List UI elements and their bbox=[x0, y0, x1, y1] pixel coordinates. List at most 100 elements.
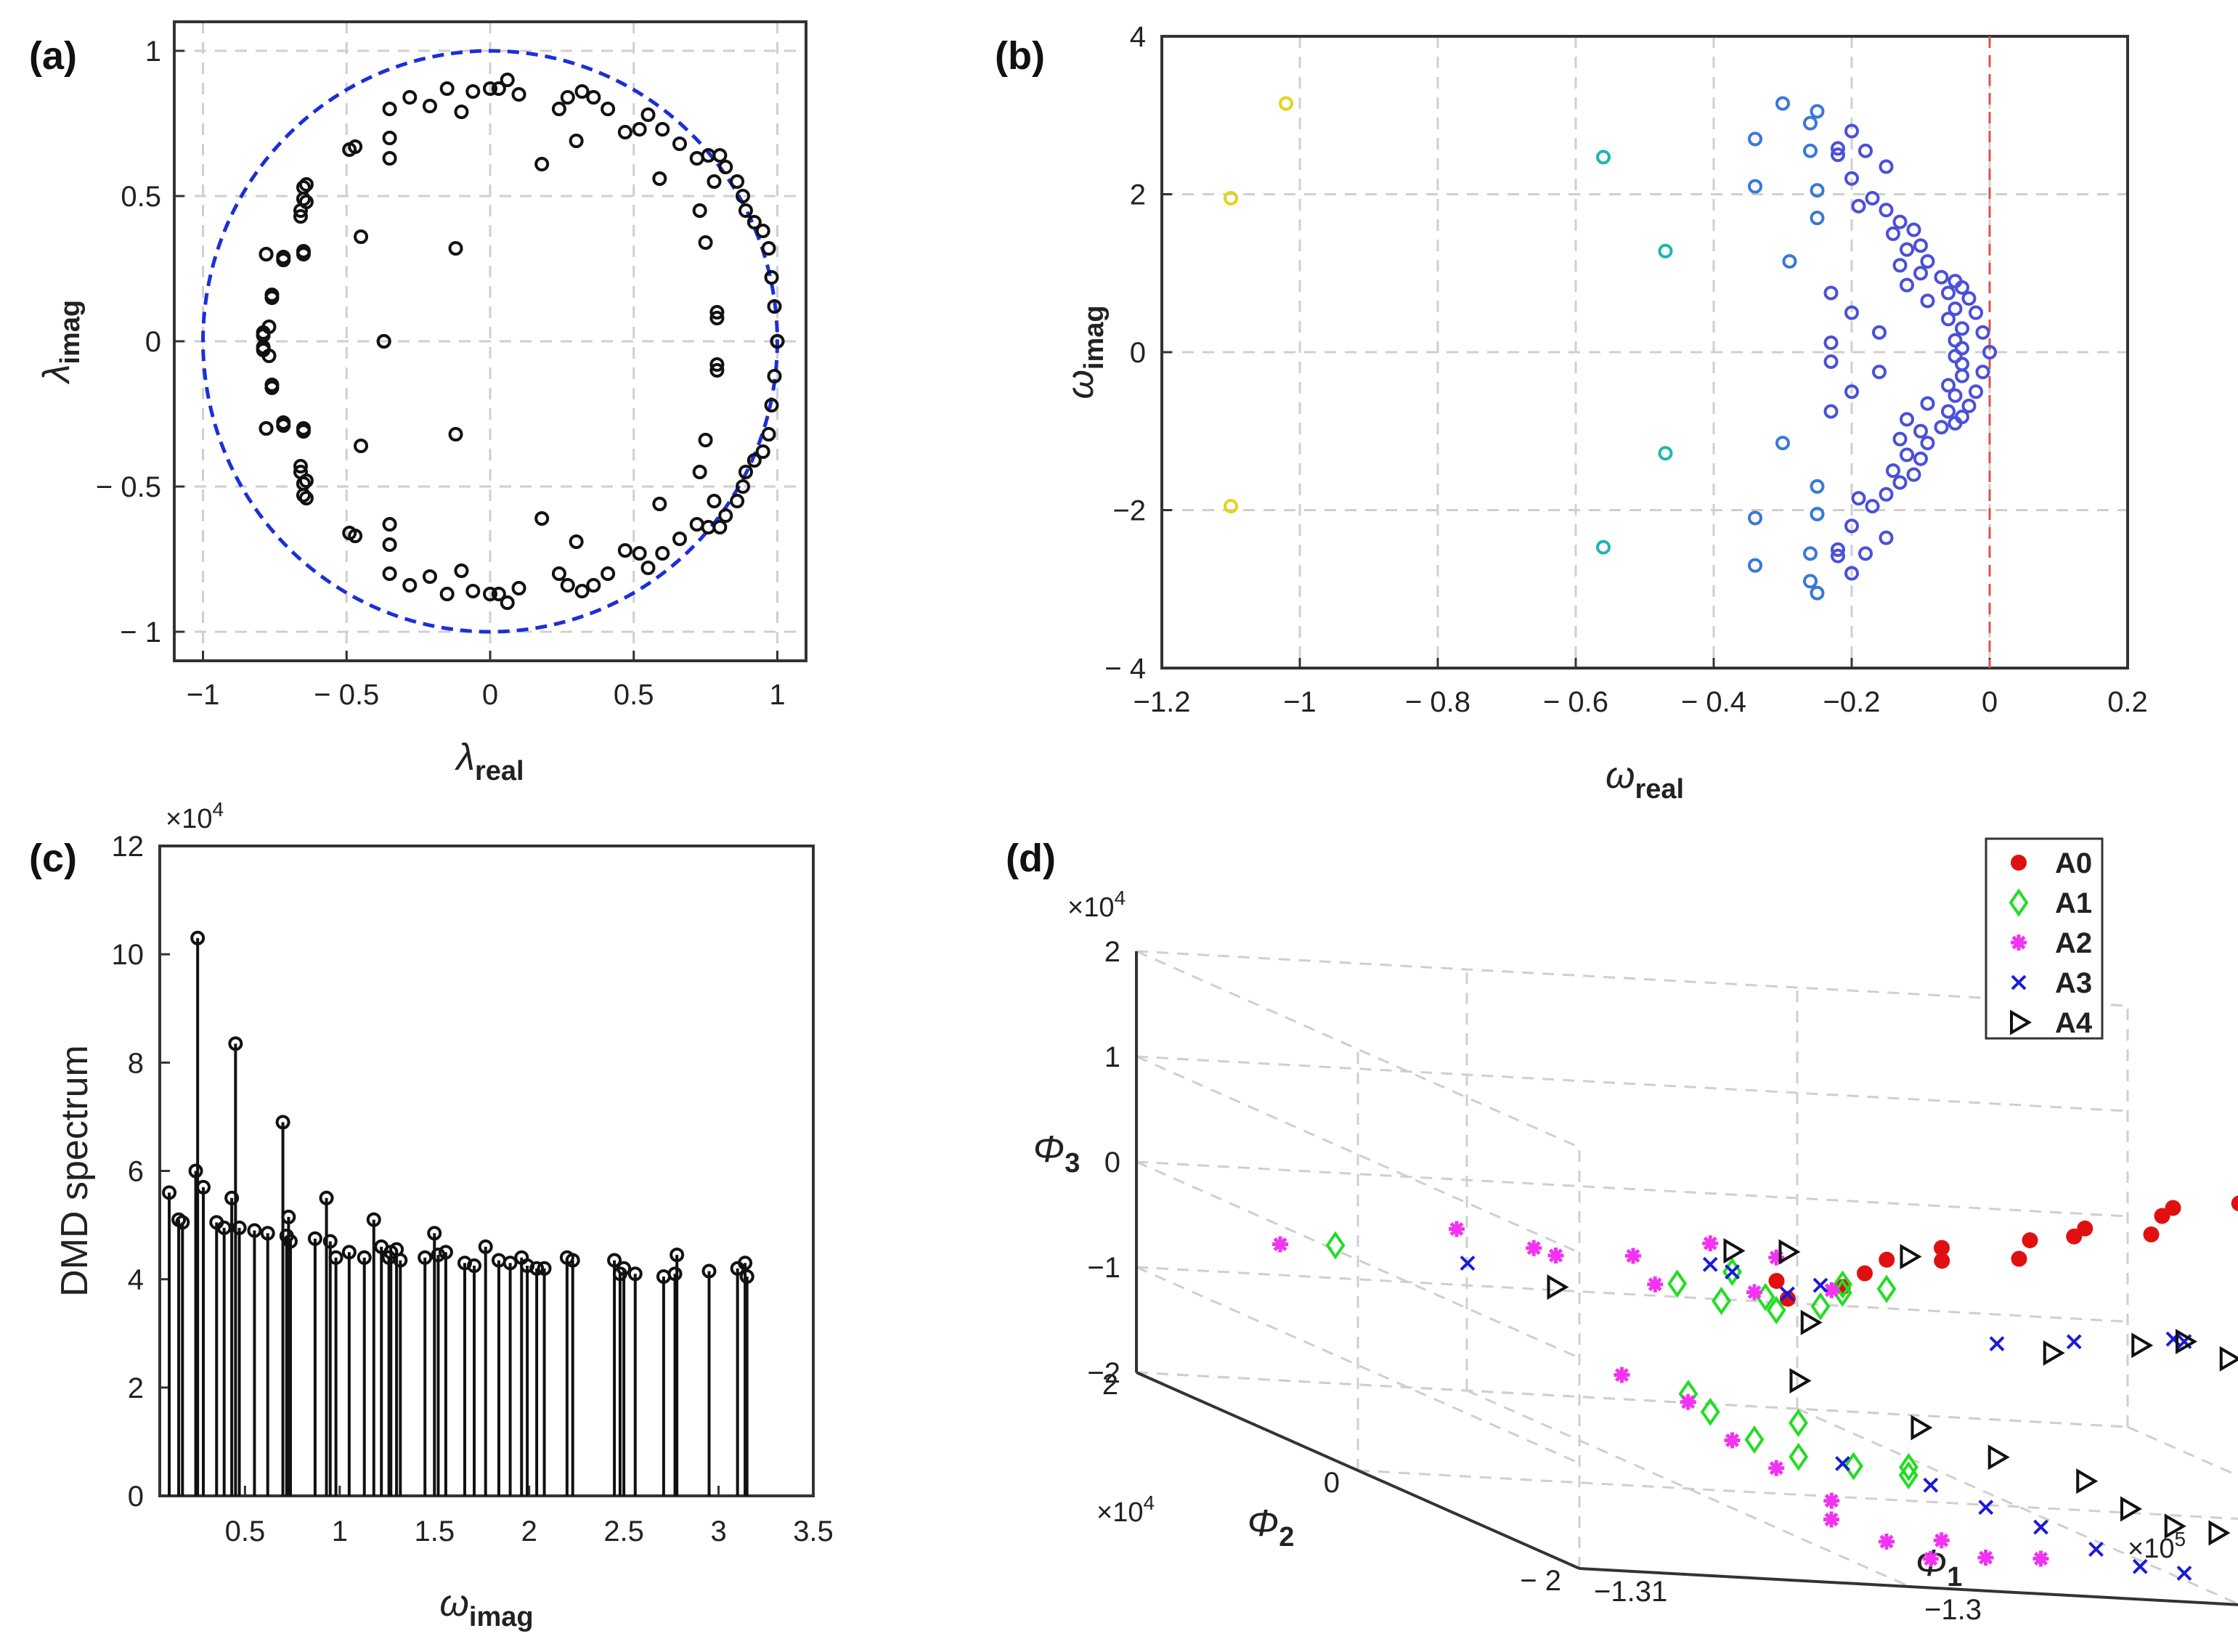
A3-point-stroke bbox=[1460, 1256, 1476, 1271]
panel-a-label: (a) bbox=[29, 34, 77, 78]
A2-point-stroke bbox=[1548, 1248, 1563, 1263]
continuous-eigenvalue-point bbox=[1831, 141, 1845, 156]
A2-point-stroke bbox=[1626, 1248, 1640, 1264]
legend-marker-A4 bbox=[2010, 1009, 2032, 1035]
continuous-eigenvalue-point bbox=[1748, 131, 1762, 147]
eigenvalue-point-conjugate bbox=[551, 566, 566, 581]
continuous-eigenvalue-point bbox=[1844, 384, 1859, 399]
spectrum-stem-head bbox=[281, 1209, 296, 1224]
spectrum-stem-head bbox=[247, 1223, 262, 1238]
continuous-eigenvalue-point bbox=[1948, 301, 1963, 317]
x-tick-label: −0.2 bbox=[1823, 686, 1881, 718]
eigenvalue-point bbox=[632, 122, 647, 137]
A2-point bbox=[1823, 1511, 1839, 1528]
A3-point bbox=[2088, 1542, 2104, 1557]
spectrum-stem-head bbox=[366, 1212, 381, 1227]
y-tick-label: 2 bbox=[1130, 179, 1146, 211]
A2-point bbox=[1933, 1532, 1950, 1549]
z-tick-label: 1 bbox=[1104, 1041, 1120, 1073]
continuous-eigenvalue-point bbox=[1941, 378, 1956, 393]
eigenvalue-point bbox=[707, 174, 722, 189]
eigenvalue-point bbox=[483, 81, 497, 96]
continuous-eigenvalue-point bbox=[1906, 222, 1921, 237]
eigenvalue-point-conjugate bbox=[560, 578, 575, 593]
z-exponent-label: ×104 bbox=[1067, 887, 1126, 923]
continuous-eigenvalue-point bbox=[1224, 190, 1238, 206]
A0-point bbox=[1934, 1253, 1950, 1269]
A1-point bbox=[1899, 1452, 1918, 1482]
x-tick-label: 0.5 bbox=[225, 1515, 266, 1547]
A4-point bbox=[1987, 1444, 2010, 1470]
eigenvalue-point-conjugate bbox=[298, 491, 314, 505]
continuous-eigenvalue-point bbox=[1803, 115, 1818, 131]
spectrum-stem-head bbox=[307, 1231, 322, 1246]
panel-c-label: (c) bbox=[29, 837, 77, 880]
grid-line bbox=[1579, 1567, 2238, 1606]
continuous-eigenvalue-point bbox=[1948, 388, 1963, 403]
A2-point-stroke bbox=[1273, 1237, 1287, 1252]
continuous-eigenvalue-point bbox=[1975, 325, 1990, 340]
spectrum-stem-head bbox=[529, 1261, 545, 1276]
continuous-eigenvalue-point bbox=[1823, 404, 1839, 419]
legend-marker-A3 bbox=[2011, 974, 2027, 990]
continuous-eigenvalue-point bbox=[1844, 566, 1859, 581]
A0-point bbox=[2011, 1250, 2027, 1267]
A3-point bbox=[2176, 1566, 2192, 1581]
spectrum-stem-head bbox=[175, 1215, 190, 1230]
continuous-eigenvalue-point bbox=[1279, 96, 1293, 111]
A3-point bbox=[1725, 1264, 1740, 1279]
continuous-eigenvalue-point bbox=[1879, 530, 1894, 545]
eigenvalue-point-conjugate bbox=[296, 247, 311, 261]
A0-point bbox=[1857, 1265, 1873, 1282]
continuous-eigenvalue-point bbox=[1955, 368, 1969, 383]
continuous-eigenvalue-point bbox=[1658, 446, 1673, 461]
z-tick-label: 2 bbox=[1104, 936, 1120, 968]
continuous-eigenvalue-point bbox=[1961, 291, 1977, 306]
eigenvalue-point-conjugate bbox=[382, 517, 397, 532]
grid-line bbox=[1136, 1160, 2128, 1218]
A4-point bbox=[2164, 1513, 2186, 1539]
y-axis-label: DMD spectrum bbox=[54, 1045, 96, 1297]
eigenvalue-point bbox=[354, 229, 369, 244]
continuous-eigenvalue-point bbox=[1748, 558, 1762, 573]
continuous-eigenvalue-point bbox=[1948, 415, 1963, 431]
continuous-eigenvalue-point bbox=[1886, 463, 1900, 479]
continuous-eigenvalue-point bbox=[1900, 277, 1914, 293]
spectrum-stem-head bbox=[739, 1269, 754, 1284]
spectrum-stem-head bbox=[502, 1256, 518, 1271]
eigenvalue-point-conjugate bbox=[454, 563, 469, 578]
spectrum-stem-head bbox=[667, 1266, 683, 1282]
A1-point bbox=[1833, 1270, 1852, 1299]
eigenvalue-point bbox=[491, 81, 506, 96]
continuous-eigenvalue-point bbox=[1900, 412, 1914, 427]
eigenvalue-point bbox=[652, 171, 667, 186]
A3-point-stroke bbox=[2088, 1542, 2104, 1557]
y-tick-label: −2 bbox=[1112, 495, 1146, 527]
eigenvalue-point-conjugate bbox=[761, 427, 776, 442]
eigenvalue-point-conjugate bbox=[264, 290, 280, 305]
eigenvalue-point bbox=[264, 378, 280, 392]
legend-label-A3: A3 bbox=[2055, 967, 2092, 999]
eigenvalue-point bbox=[738, 203, 753, 218]
x-tick-label: −1.31 bbox=[1594, 1576, 1667, 1608]
eigenvalue-point bbox=[712, 148, 728, 163]
y-tick-label: 1 bbox=[145, 36, 161, 68]
spectrum-stem-head bbox=[738, 1256, 753, 1271]
eigenvalue-point-conjugate bbox=[672, 532, 687, 546]
eigenvalue-point-conjugate bbox=[382, 566, 397, 581]
continuous-eigenvalue-point bbox=[1810, 211, 1825, 226]
continuous-eigenvalue-point bbox=[1748, 510, 1762, 526]
spectrum-stem-head bbox=[196, 1179, 211, 1195]
x-axis-label: Φ1 bbox=[1916, 1542, 1963, 1592]
A3-point-stroke bbox=[1835, 1456, 1850, 1471]
A2-point-stroke bbox=[2033, 1551, 2048, 1566]
eigenvalue-point bbox=[382, 102, 397, 116]
continuous-eigenvalue-point bbox=[1775, 436, 1790, 451]
continuous-eigenvalue-point bbox=[1892, 258, 1908, 273]
spectrum-stem-head bbox=[224, 1190, 240, 1205]
spectrum-stem-head bbox=[260, 1226, 275, 1241]
A2-point-stroke bbox=[1824, 1494, 1839, 1508]
x-tick-label: 0.5 bbox=[614, 679, 654, 711]
y-tick-label: − 2 bbox=[1520, 1565, 1561, 1597]
A4-point bbox=[1789, 1368, 1812, 1393]
